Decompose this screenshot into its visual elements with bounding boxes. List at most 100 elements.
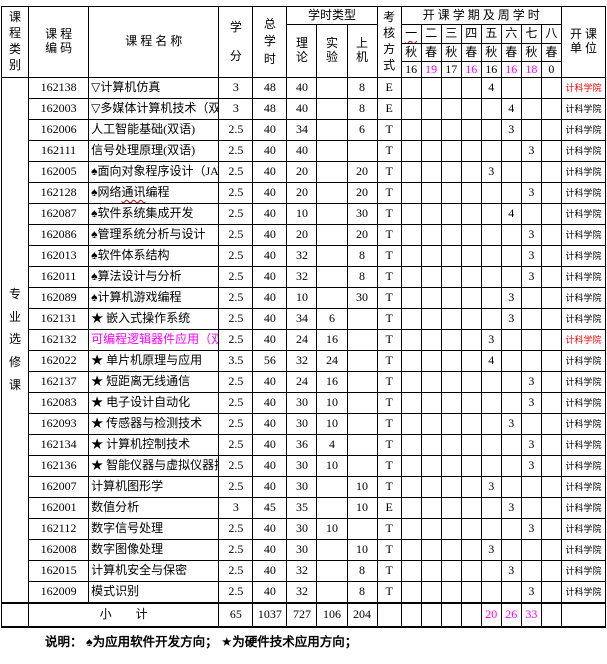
total-hours-value: 40: [252, 182, 288, 204]
theory-hours-value: 32: [286, 350, 318, 372]
total-hours-value: 40: [252, 581, 288, 603]
semester-week-hours: [540, 455, 562, 477]
assessment-value: T: [376, 560, 402, 582]
semester-week-hours: [540, 581, 562, 603]
semester-week-hours: [480, 308, 502, 330]
header-term-number: 一: [400, 24, 422, 44]
semester-week-hours: [400, 497, 422, 519]
header-term-number: 七: [520, 24, 542, 44]
semester-week-hours: [500, 329, 522, 351]
course-name: 数值分析: [88, 497, 220, 519]
experiment-hours-value: [316, 98, 348, 120]
computer-hours-value: 20: [346, 224, 378, 246]
semester-week-hours: [480, 392, 502, 414]
course-name: ♠算法设计与分析: [88, 266, 220, 288]
course-code: 162005: [28, 161, 90, 183]
credit-value: 2.5: [218, 140, 254, 162]
computer-hours-value: 8: [346, 98, 378, 120]
credit-value: 2.5: [218, 161, 254, 183]
semester-week-hours: [480, 413, 502, 435]
semester-week-hours: [520, 539, 542, 561]
semester-week-hours: [420, 455, 442, 477]
table-row: 专业选修课 162138 ▽计算机仿真 3 48 40 8 E 4 计科学院: [0, 77, 607, 603]
theory-hours-value: 40: [286, 77, 318, 99]
semester-week-hours: [440, 266, 462, 288]
term-number-label: 三: [445, 26, 458, 41]
computer-hours-value: 20: [346, 182, 378, 204]
term-number-label: 二: [425, 26, 438, 41]
subtotal-total-hours: 1037: [252, 601, 288, 628]
semester-week-hours: [440, 560, 462, 582]
assessment-value: T: [376, 119, 402, 141]
total-hours-value: 45: [252, 497, 288, 519]
semester-week-hours: [460, 161, 482, 183]
course-name: ★ 嵌入式操作系统: [88, 308, 220, 330]
semester-week-hours: [460, 140, 482, 162]
semester-week-hours: [420, 245, 442, 267]
table-row: 162001 数值分析 3 45 35 10 E 3 计科学院: [2, 497, 607, 519]
semester-week-hours: [500, 161, 522, 183]
experiment-hours-value: 10: [316, 455, 348, 477]
total-hours-value: 40: [252, 476, 288, 498]
course-name: 计算机图形学: [88, 476, 220, 498]
experiment-hours-value: [316, 497, 348, 519]
semester-week-hours: [540, 203, 562, 225]
semester-week-hours: [540, 140, 562, 162]
semester-week-hours: [440, 497, 462, 519]
total-hours-value: 40: [252, 224, 288, 246]
semester-week-hours: [420, 119, 442, 141]
semester-week-hours: [440, 203, 462, 225]
table-row: 162137 ★ 短距离无线通信 2.5 40 24 16 T 3 计科学院: [2, 371, 607, 393]
course-code: 162009: [28, 581, 90, 603]
experiment-hours-value: [316, 182, 348, 204]
assessment-value: T: [376, 476, 402, 498]
semester-week-hours: [440, 245, 462, 267]
header-term-season: 春: [420, 43, 442, 62]
semester-week-hours: [460, 245, 482, 267]
credit-value: 3: [218, 98, 254, 120]
course-code: 162086: [28, 224, 90, 246]
semester-week-hours: [440, 392, 462, 414]
semester-week-hours: [420, 371, 442, 393]
semester-week-hours: [400, 413, 422, 435]
semester-week-hours: [500, 539, 522, 561]
semester-week-hours: [500, 434, 522, 456]
semester-week-hours: 3: [480, 161, 502, 183]
semester-week-hours: 3: [520, 581, 542, 603]
semester-week-hours: [540, 329, 562, 351]
total-hours-value: 40: [252, 161, 288, 183]
footnote: 说明： ♠为应用软件开发方向； ★为硬件技术应用方向；: [45, 634, 358, 649]
offering-unit: 计科学院: [560, 413, 607, 435]
assessment-value: T: [376, 140, 402, 162]
offering-unit: 计科学院: [560, 287, 607, 309]
course-code: 162136: [28, 455, 90, 477]
computer-hours-value: 8: [346, 266, 378, 288]
assessment-value: T: [376, 518, 402, 540]
subtotal-theory-hours: 727: [286, 601, 318, 628]
semester-week-hours: [480, 371, 502, 393]
category-vertical-text: 专业选修课: [9, 286, 22, 392]
semester-week-hours: [460, 308, 482, 330]
subtotal-unit-empty: [560, 601, 607, 628]
header-col-category: 课程类别: [0, 6, 30, 78]
credit-value: 2.5: [218, 539, 254, 561]
assessment-value: T: [376, 455, 402, 477]
header-week-hours: 18: [520, 61, 542, 78]
credit-value: 3: [218, 77, 254, 99]
experiment-hours-value: [316, 476, 348, 498]
semester-week-hours: 3: [520, 392, 542, 414]
semester-week-hours: [460, 497, 482, 519]
theory-hours-value: 10: [286, 203, 318, 225]
semester-week-hours: [400, 455, 422, 477]
semester-week-hours: 3: [520, 140, 542, 162]
course-name: ♠管理系统分析与设计: [88, 224, 220, 246]
table-row: 162015 计算机安全与保密 2.5 40 32 8 T 3 计科学院: [2, 560, 607, 582]
header-col-name: 课 程 名 称: [88, 6, 220, 78]
computer-hours-value: 6: [346, 119, 378, 141]
semester-week-hours: [400, 161, 422, 183]
table-row: 162128 ♠网络通讯编程 2.5 40 20 20 T 3 计科学院: [2, 182, 607, 204]
term-number-label: 五: [485, 26, 498, 41]
semester-week-hours: 3: [500, 560, 522, 582]
table-row: 162093 ★ 传感器与检测技术 2.5 40 30 10 T 3 计科学院: [2, 413, 607, 435]
header-col-total-hours: 总 学 时: [252, 6, 288, 78]
